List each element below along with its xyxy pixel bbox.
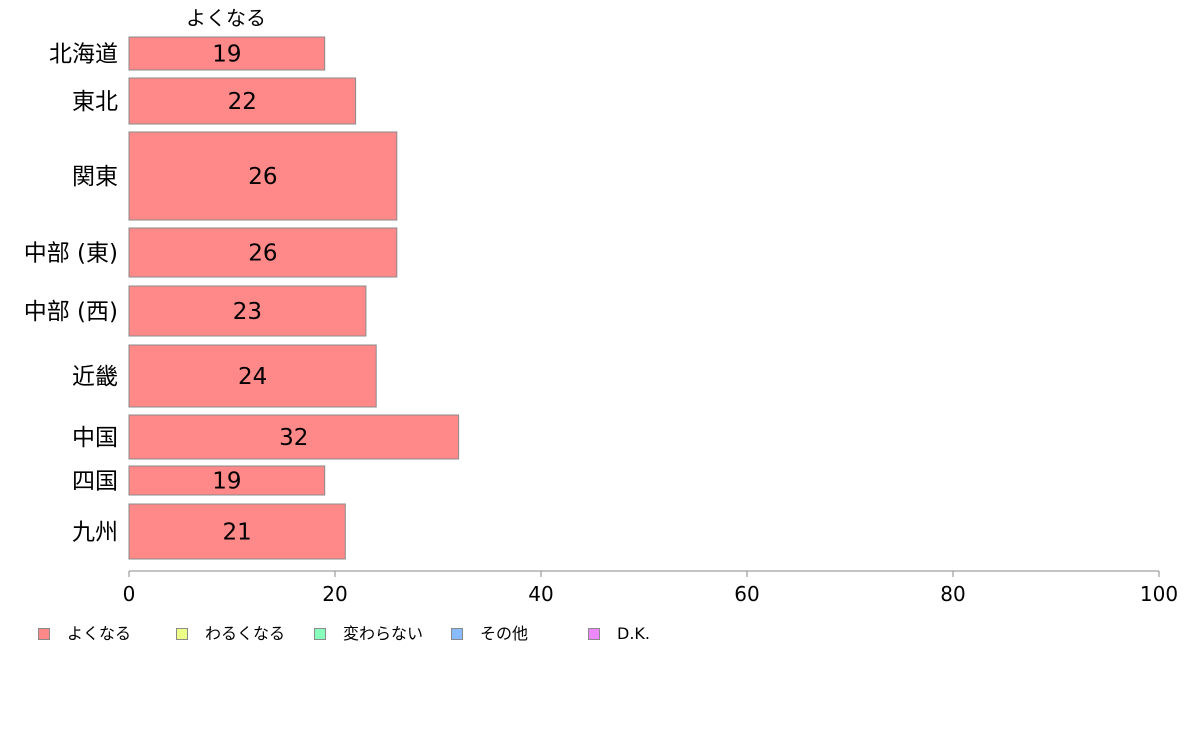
bar-value-label: 24: [238, 364, 267, 390]
legend-label: 変わらない: [343, 624, 424, 643]
category-label: 中国: [72, 425, 118, 451]
legend-swatch: [176, 628, 188, 640]
x-tick-label: 20: [322, 582, 347, 606]
bar-3: [128, 227, 398, 278]
legend-label: その他: [480, 624, 529, 643]
x-tick-label: 40: [528, 582, 553, 606]
legend-swatch: [38, 628, 50, 640]
legend-label: わるくなる: [205, 624, 286, 643]
legend-item-warukunaru: わるくなる: [176, 624, 285, 644]
bar-value-label: 19: [212, 469, 241, 495]
bar-5: [128, 344, 377, 408]
x-tick-label: 100: [1140, 582, 1178, 606]
legend-swatch: [451, 628, 463, 640]
legend-item-sonota: その他: [451, 624, 528, 644]
bar-value-label: 32: [279, 425, 308, 451]
legend-label: D.K.: [617, 624, 650, 643]
category-label: 東北: [72, 89, 118, 115]
bar-2: [128, 131, 398, 221]
category-label: 近畿: [72, 364, 118, 390]
x-axis: 0 20 40 60 80 100: [123, 570, 1178, 606]
category-label: 中部 (西): [24, 299, 118, 325]
bar-1: [128, 77, 357, 125]
legend: よくなる わるくなる 変わらない その他 D.K.: [38, 624, 738, 646]
column-header: よくなる: [186, 6, 266, 30]
bar-8: [128, 503, 346, 560]
legend-item-kawaranai: 変わらない: [314, 624, 423, 644]
category-label: 四国: [72, 469, 118, 495]
category-label: 北海道: [49, 42, 118, 68]
bar-value-label: 21: [223, 520, 252, 546]
legend-item-dk: D.K.: [588, 624, 650, 644]
x-tick-label: 0: [123, 582, 136, 606]
bar-value-label: 19: [212, 42, 241, 68]
bar-0: [128, 36, 326, 71]
x-tick-label: 60: [734, 582, 759, 606]
bar-value-label: 26: [248, 241, 277, 267]
legend-swatch: [314, 628, 326, 640]
bar-value-label: 26: [248, 164, 277, 190]
category-label: 中部 (東): [24, 241, 118, 267]
legend-item-yokunaru: よくなる: [38, 624, 131, 644]
legend-swatch: [588, 628, 600, 640]
bar-value-label: 23: [233, 299, 262, 325]
bar-7: [128, 465, 326, 496]
category-label: 九州: [72, 520, 118, 546]
bar-chart: よくなる 19 北海道 22 東北 26 関東 26 中部 (東) 23 中部 (西) 24 近畿 32…: [24, 6, 1178, 606]
bar-4: [128, 285, 367, 337]
category-label: 関東: [72, 164, 118, 190]
x-tick-label: 80: [940, 582, 965, 606]
legend-label: よくなる: [67, 624, 132, 643]
bar-value-label: 22: [228, 89, 257, 115]
bars-group: 19 北海道 22 東北 26 関東 26 中部 (東) 23 中部 (西) 24 近畿 32 中国 19 四…: [24, 36, 460, 560]
bar-6: [128, 414, 460, 460]
